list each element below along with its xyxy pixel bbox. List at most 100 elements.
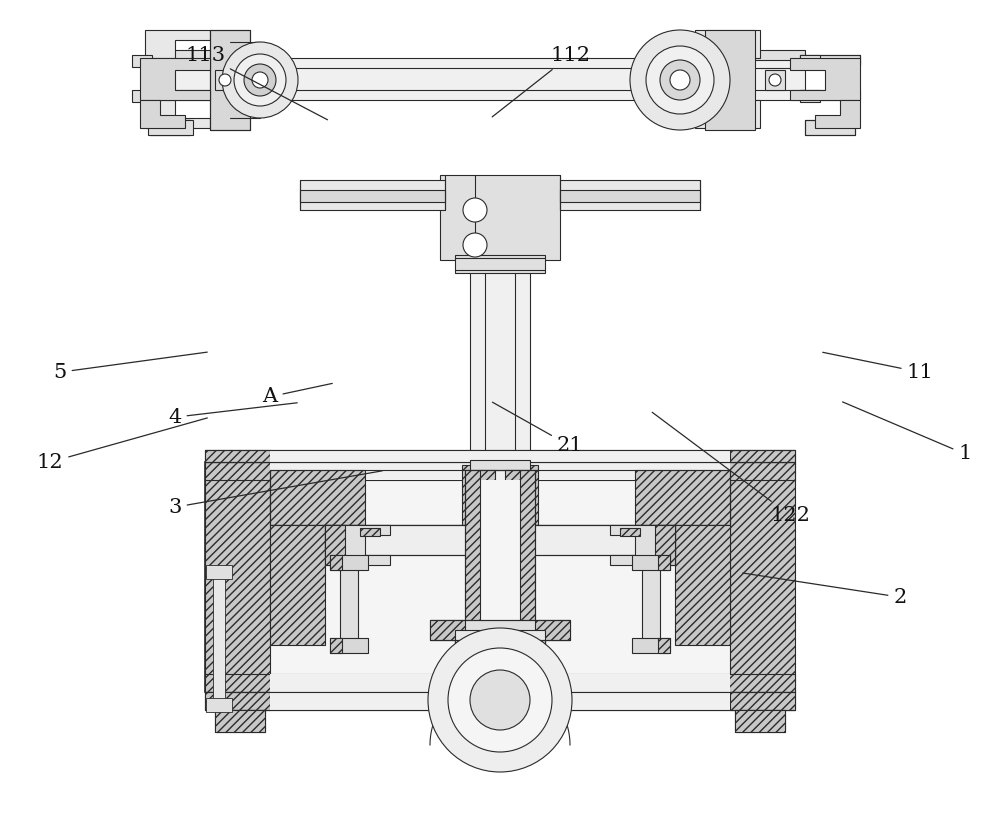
Circle shape — [463, 233, 487, 257]
Bar — [800, 55, 820, 67]
Bar — [270, 692, 730, 710]
Bar — [560, 190, 700, 202]
Bar — [735, 710, 785, 732]
Bar — [430, 620, 465, 640]
Bar — [330, 555, 368, 570]
Bar — [462, 465, 484, 525]
Bar — [340, 560, 358, 645]
Text: A: A — [262, 384, 332, 407]
Bar — [535, 620, 570, 640]
Bar — [150, 120, 190, 135]
Bar — [206, 565, 232, 579]
Circle shape — [428, 628, 572, 772]
Bar — [462, 455, 484, 470]
Circle shape — [646, 46, 714, 114]
Bar — [270, 470, 730, 525]
Bar — [325, 525, 345, 565]
Bar — [270, 674, 730, 692]
Circle shape — [222, 42, 298, 118]
Bar — [132, 90, 152, 102]
Bar — [805, 120, 855, 135]
Text: 4: 4 — [168, 402, 297, 427]
Circle shape — [769, 74, 781, 86]
Bar — [516, 455, 538, 470]
Bar — [658, 555, 670, 570]
Bar — [632, 638, 670, 653]
Text: 21: 21 — [492, 402, 583, 456]
Bar — [150, 120, 190, 135]
Text: 112: 112 — [492, 46, 590, 117]
Polygon shape — [695, 100, 760, 128]
Bar — [805, 120, 855, 135]
Circle shape — [219, 74, 231, 86]
Text: 5: 5 — [53, 352, 207, 382]
Polygon shape — [145, 30, 210, 58]
Text: 2: 2 — [743, 573, 907, 607]
Circle shape — [463, 198, 487, 222]
Bar — [205, 450, 270, 462]
Bar — [632, 555, 670, 570]
Polygon shape — [140, 58, 210, 100]
Polygon shape — [610, 525, 675, 565]
Bar — [455, 640, 479, 670]
Polygon shape — [695, 30, 760, 58]
Bar — [132, 55, 152, 67]
Bar — [145, 58, 805, 100]
Bar — [430, 620, 570, 640]
Bar — [462, 455, 538, 470]
Bar — [521, 640, 545, 670]
Bar — [455, 640, 479, 670]
Bar — [800, 55, 860, 65]
Bar — [642, 560, 660, 645]
Bar — [270, 525, 325, 645]
Polygon shape — [325, 525, 390, 565]
Bar — [800, 55, 860, 65]
Bar — [213, 570, 225, 700]
Text: 1: 1 — [843, 402, 972, 464]
Bar — [150, 50, 210, 60]
Bar — [560, 180, 700, 210]
Bar — [505, 470, 535, 650]
Bar — [330, 638, 368, 653]
Polygon shape — [815, 100, 860, 128]
Circle shape — [252, 72, 268, 88]
Bar — [205, 462, 270, 692]
Bar — [480, 480, 520, 640]
Bar — [470, 260, 530, 465]
Bar — [215, 710, 265, 732]
Bar — [330, 555, 342, 570]
Bar — [205, 692, 270, 710]
Bar — [655, 525, 675, 565]
Circle shape — [470, 670, 530, 730]
Bar — [210, 30, 250, 130]
Bar — [455, 668, 545, 683]
Bar — [215, 710, 265, 732]
Bar — [455, 255, 545, 273]
Bar — [360, 528, 380, 536]
Bar — [735, 710, 785, 732]
Bar — [675, 525, 730, 645]
Bar — [730, 692, 795, 710]
Polygon shape — [145, 100, 210, 128]
Bar — [470, 460, 530, 470]
Bar — [745, 50, 805, 60]
Bar — [635, 470, 730, 525]
Bar — [270, 462, 730, 480]
Circle shape — [670, 70, 690, 90]
Bar — [765, 70, 785, 90]
Bar — [455, 630, 545, 710]
Circle shape — [630, 30, 730, 130]
Bar — [730, 450, 795, 462]
Bar — [215, 70, 235, 90]
Bar — [465, 470, 535, 650]
Bar — [325, 525, 675, 555]
Bar — [148, 120, 193, 135]
Bar — [205, 674, 795, 692]
Bar — [440, 175, 560, 260]
Bar — [658, 638, 670, 653]
Bar — [455, 668, 480, 683]
Bar — [205, 450, 795, 462]
Circle shape — [244, 64, 276, 96]
Bar — [270, 470, 365, 525]
Bar — [516, 465, 538, 525]
